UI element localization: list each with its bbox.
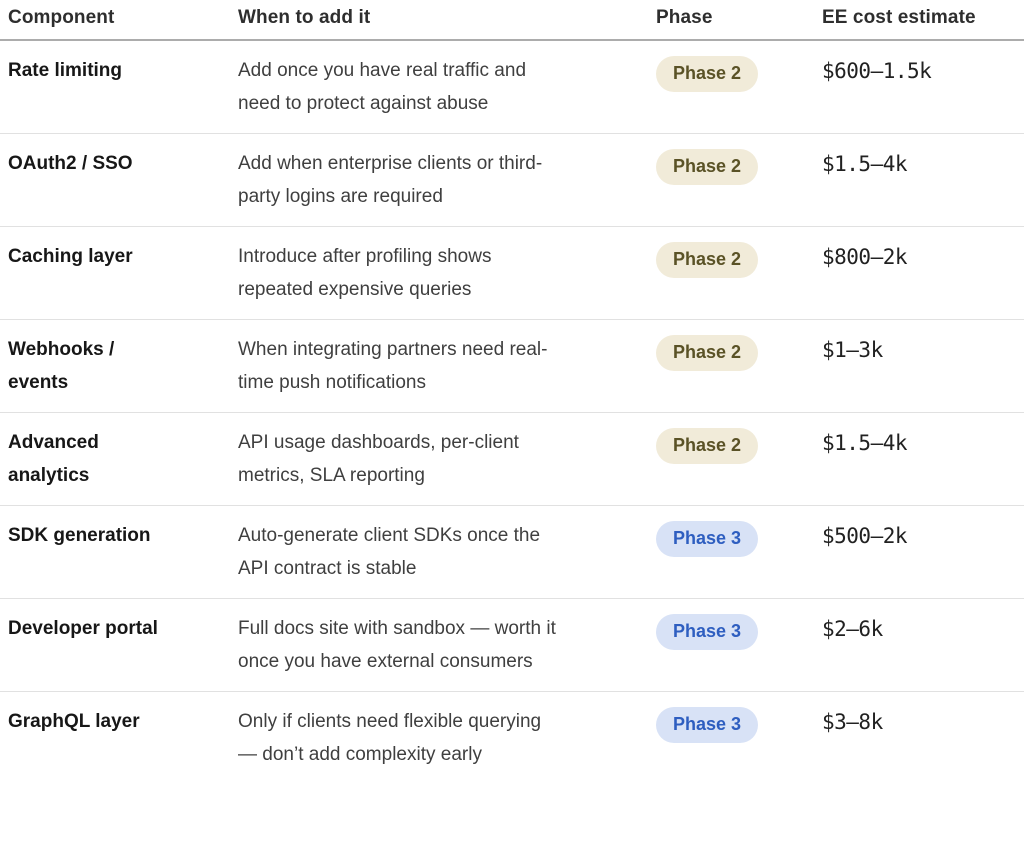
table-row-rate-limiting: Rate limiting Add once you have real tra… (0, 41, 1024, 134)
phase-badge: Phase 2 (656, 428, 759, 464)
when-description: API usage dashboards, per-client metrics… (238, 432, 519, 486)
header-ee-cost-estimate: EE cost estimate (822, 7, 976, 28)
component-name: SDK generation (8, 525, 151, 546)
phase-badge: Phase 2 (656, 56, 759, 92)
component-name: OAuth2 / SSO (8, 153, 133, 174)
table-row-developer-portal: Developer portal Full docs site with san… (0, 599, 1024, 692)
cost-estimate: $3—8k (822, 710, 883, 734)
phase-badge: Phase 2 (656, 242, 759, 278)
cost-estimate: $500—2k (822, 524, 908, 548)
cost-estimate: $1—3k (822, 338, 883, 362)
header-component: Component (8, 7, 115, 28)
cost-estimate: $600—1.5k (822, 59, 932, 83)
when-description: Only if clients need flexible querying —… (238, 711, 542, 765)
when-description: Introduce after profiling shows repeated… (238, 246, 492, 300)
component-roadmap-table: Component When to add it Phase EE cost e… (0, 0, 1024, 784)
header-phase: Phase (656, 7, 713, 28)
table-row-caching-layer: Caching layer Introduce after profiling … (0, 227, 1024, 320)
component-name: Advanced analytics (8, 432, 99, 486)
cost-estimate: $1.5—4k (822, 431, 908, 455)
component-name: Developer portal (8, 618, 158, 639)
table-row-sdk-generation: SDK generation Auto-generate client SDKs… (0, 506, 1024, 599)
when-description: Add when enterprise clients or third-par… (238, 153, 543, 207)
when-description: Auto-generate client SDKs once the API c… (238, 525, 541, 579)
table-row-webhooks-events: Webhooks / events When integrating partn… (0, 320, 1024, 413)
component-name: GraphQL layer (8, 711, 140, 732)
when-description: When integrating partners need real-time… (238, 339, 548, 393)
phase-badge: Phase 3 (656, 614, 759, 650)
cost-estimate: $1.5—4k (822, 152, 908, 176)
header-when-to-add: When to add it (238, 7, 371, 28)
when-description: Add once you have real traffic and need … (238, 60, 527, 114)
phase-badge: Phase 3 (656, 521, 759, 557)
phase-badge: Phase 2 (656, 335, 759, 371)
component-name: Rate limiting (8, 60, 123, 81)
when-description: Full docs site with sandbox — worth it o… (238, 618, 556, 672)
table-row-oauth2-sso: OAuth2 / SSO Add when enterprise clients… (0, 134, 1024, 227)
phase-badge: Phase 2 (656, 149, 759, 185)
cost-estimate: $2—6k (822, 617, 883, 641)
component-name: Caching layer (8, 246, 133, 267)
phase-badge: Phase 3 (656, 707, 759, 743)
cost-estimate: $800—2k (822, 245, 908, 269)
table-row-graphql-layer: GraphQL layer Only if clients need flexi… (0, 692, 1024, 784)
table-header-row: Component When to add it Phase EE cost e… (0, 0, 1024, 41)
table-row-advanced-analytics: Advanced analytics API usage dashboards,… (0, 413, 1024, 506)
component-name: Webhooks / events (8, 339, 115, 393)
